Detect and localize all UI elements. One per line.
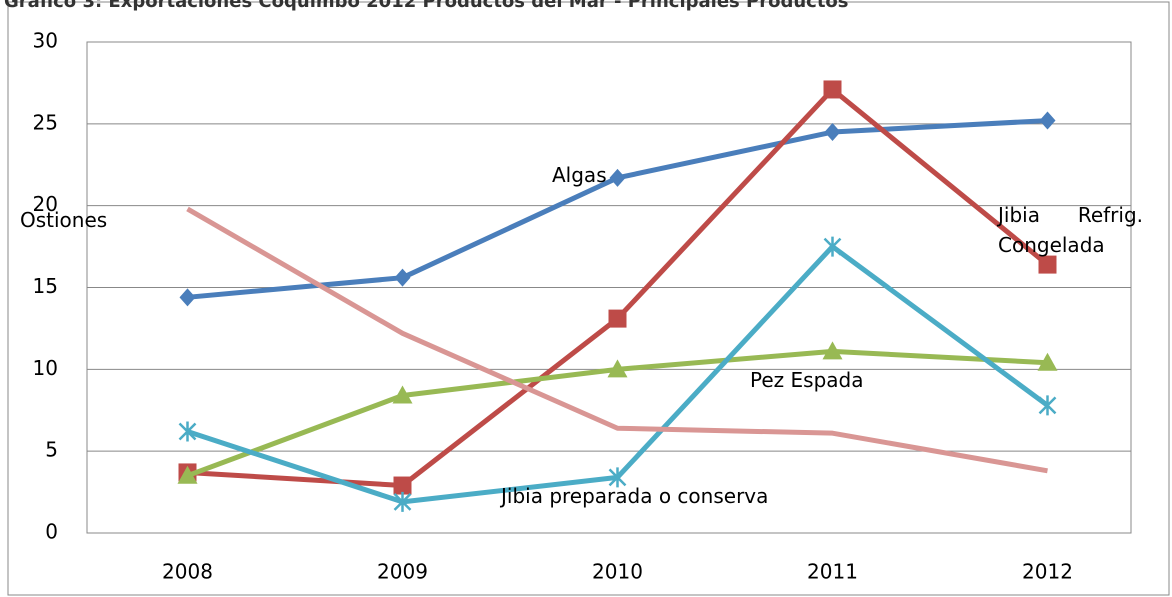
- marker: [394, 268, 411, 287]
- marker: [822, 341, 843, 360]
- y-tick-label: 10: [33, 356, 58, 380]
- plot-border: [86, 41, 1132, 534]
- marker: [178, 421, 197, 442]
- marker: [608, 309, 627, 328]
- marker: [1037, 352, 1058, 371]
- marker: [607, 359, 628, 378]
- marker: [1038, 395, 1057, 416]
- series-label: Jibia preparada o conserva: [501, 484, 769, 508]
- marker: [393, 491, 412, 512]
- marker: [1039, 111, 1056, 130]
- y-tick-label: 20: [33, 192, 58, 216]
- marker: [824, 123, 841, 142]
- y-tick-label: 25: [33, 110, 58, 134]
- marker: [609, 168, 626, 187]
- series-label: Jibia Refrig. Congelada: [998, 203, 1143, 257]
- x-tick-label: 2010: [592, 560, 643, 584]
- marker: [392, 385, 413, 404]
- x-tick-label: 2008: [162, 560, 213, 584]
- chart-title: Gráfico 3: Exportaciones Coquimbo 2012 P…: [4, 0, 849, 12]
- series-label: Pez Espada: [750, 368, 864, 392]
- marker: [393, 476, 412, 495]
- marker: [179, 288, 196, 307]
- marker: [177, 465, 198, 484]
- series-label: Ostiones: [20, 208, 108, 232]
- y-tick-label: 15: [33, 274, 58, 298]
- marker: [823, 236, 842, 257]
- marker: [823, 80, 842, 99]
- y-tick-label: 30: [33, 29, 58, 53]
- x-tick-label: 2011: [807, 560, 858, 584]
- x-tick-label: 2012: [1022, 560, 1073, 584]
- y-tick-label: 0: [45, 520, 58, 544]
- marker: [1038, 255, 1057, 274]
- series-line: [186, 206, 1048, 474]
- x-tick-label: 2009: [377, 560, 428, 584]
- marker: [608, 467, 627, 488]
- series-label: Algas: [552, 163, 607, 187]
- y-tick-label: 5: [45, 438, 58, 462]
